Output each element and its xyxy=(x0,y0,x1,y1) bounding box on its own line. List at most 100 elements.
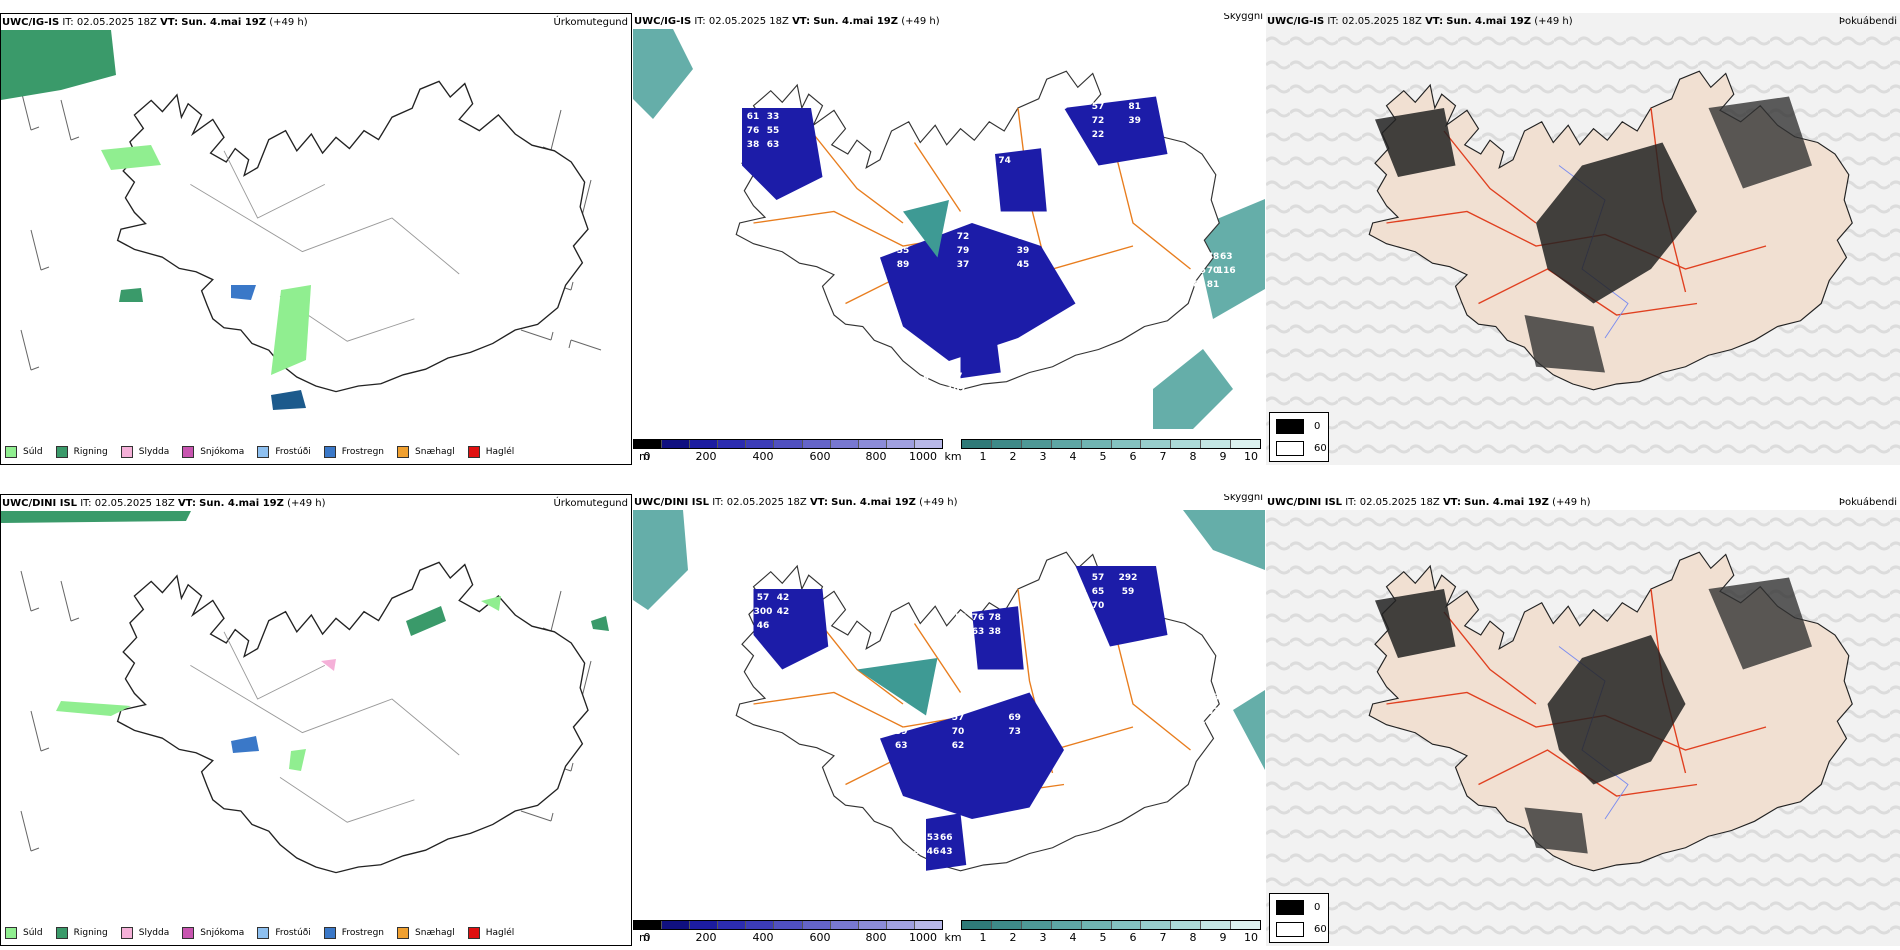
precip-panel-dini: UWC/DINI ISL IT: 02.05.2025 18Z VT: Sun.… xyxy=(0,494,632,946)
ceiling-value-label: 55 xyxy=(767,126,780,136)
ceiling-value-label: 66 xyxy=(940,833,953,843)
colorbar-tick: 200 xyxy=(695,450,717,463)
ceiling-value-label: 79 xyxy=(957,246,970,256)
ceiling-value-label: 53 xyxy=(1062,587,1075,597)
visibility-colorbar: km 1 2 3 4 5 6 7 8 9 10 xyxy=(944,920,1261,944)
colorbar-tick: 1 xyxy=(979,931,987,944)
ceiling-value-label: 300 xyxy=(754,607,773,617)
panel-title: Þokuábendi xyxy=(1838,16,1897,27)
ceiling-value-label: 68 xyxy=(982,156,995,166)
ceiling-value-label: 84 xyxy=(1193,280,1206,290)
colorbar-unit: km xyxy=(944,450,962,463)
ceiling-value-label: 57 xyxy=(950,372,963,382)
colorbar-tick: 800 xyxy=(865,450,887,463)
panel-title: Úrkomutegund xyxy=(553,17,628,28)
ceiling-value-label: 46 xyxy=(923,372,936,382)
colorbar-tick: 5 xyxy=(1099,931,1107,944)
panel-title: Skyggni xyxy=(1223,13,1263,22)
ceiling-value-label: 45 xyxy=(1017,260,1030,270)
ceiling-value-label: 57 xyxy=(757,593,770,603)
ceiling-value-label: 76 xyxy=(747,126,760,136)
ceiling-value-label: 59 xyxy=(1122,587,1135,597)
legend-item: Súld xyxy=(5,927,43,939)
ceiling-colorbar: m 0 200 400 600 800 1000 xyxy=(633,439,943,463)
ceiling-value-label: 82 xyxy=(737,621,750,631)
fog-legend: 0 60 xyxy=(1269,412,1329,462)
ceiling-value-label: 70 xyxy=(1207,266,1220,276)
legend-item: Snjókoma xyxy=(182,927,244,939)
ceiling-value-label: 36 xyxy=(937,400,950,410)
ceiling-value-label: 74 xyxy=(1220,693,1233,703)
colorbar-tick: 0 xyxy=(643,450,651,463)
fog-legend-value: 0 xyxy=(1314,421,1321,432)
colorbar-unit: m xyxy=(639,450,650,463)
legend-item: Snæhagl xyxy=(397,927,455,939)
ceiling-value-label: 51 xyxy=(955,613,968,623)
precip-map xyxy=(1,30,602,410)
colorbar-tick: 600 xyxy=(809,931,831,944)
ceiling-value-label: 50 xyxy=(727,126,740,136)
ceiling-map: 65 53 78 51 88 76 57 57 57 76 53 39 42 69 292 78 66 74 52 5… xyxy=(633,510,1265,872)
ceiling-value-label: 77 xyxy=(982,142,995,152)
panel-header: UWC/IG-IS IT: 02.05.2025 18Z VT: Sun. 4.… xyxy=(1267,16,1573,27)
colorbar-swatches xyxy=(961,439,1261,449)
ceiling-value-label: 81 xyxy=(1128,102,1141,112)
legend-item: Haglél xyxy=(467,927,514,939)
ceiling-value-label: 49 xyxy=(923,386,936,396)
ceiling-colorbar: m 0 200 400 600 800 1000 xyxy=(633,920,943,944)
ceiling-value-label: 89 xyxy=(897,260,910,270)
ceiling-value-label: 66 xyxy=(1055,116,1068,126)
ceiling-value-label: 22 xyxy=(1092,130,1105,140)
ceiling-value-label: 45 xyxy=(1193,266,1206,276)
legend-item: Frostúði xyxy=(257,927,311,939)
ceiling-value-label: 81 xyxy=(1207,280,1220,290)
colorbar-tick: 10 xyxy=(1244,931,1258,944)
ceiling-value-label: 292 xyxy=(1119,573,1138,583)
ceiling-value-label: 38 xyxy=(747,140,760,150)
legend-item: Frostregn xyxy=(323,927,384,939)
precip-legend: Súld Rigning Slydda Snjókoma Frostúði Fr… xyxy=(5,927,527,939)
ceiling-value-label: 65 xyxy=(897,232,910,242)
colorbar-tick: 4 xyxy=(1069,931,1077,944)
ceiling-value-label: 73 xyxy=(1008,727,1021,737)
ceiling-value-label: 54 xyxy=(913,861,926,871)
ceiling-value-label: 74 xyxy=(998,156,1011,166)
ceiling-value-label: 63 xyxy=(895,741,908,751)
precip-panel-igis: UWC/IG-IS IT: 02.05.2025 18Z VT: Sun. 4.… xyxy=(0,13,632,465)
fog-map xyxy=(1266,510,1900,946)
precip-legend: Súld Rigning Slydda Snjókoma Frostúði Fr… xyxy=(5,446,527,458)
colorbar-tick: 800 xyxy=(865,931,887,944)
colorbar-tick: 8 xyxy=(1189,450,1197,463)
colorbar-tick: 2 xyxy=(1009,931,1017,944)
ceiling-value-label: 57 xyxy=(1092,102,1105,112)
ceiling-value-label: 76 xyxy=(972,613,985,623)
colorbar-tick: 400 xyxy=(752,931,774,944)
ceiling-value-label: 60 xyxy=(937,386,950,396)
colorbar-swatches xyxy=(633,920,943,930)
ceiling-value-label: 74 xyxy=(937,372,950,382)
legend-item: Slydda xyxy=(120,927,169,939)
ceiling-value-label: 46 xyxy=(757,621,770,631)
fog-panel-igis: UWC/IG-IS IT: 02.05.2025 18Z VT: Sun. 4.… xyxy=(1266,13,1900,465)
colorbar-tick: 200 xyxy=(695,931,717,944)
ceiling-value-label: 88 xyxy=(913,833,926,843)
legend-item: Rigning xyxy=(55,927,108,939)
legend-item: Frostregn xyxy=(323,446,384,458)
ceiling-value-label: 76 xyxy=(1193,693,1206,703)
colorbar-tick: 1000 xyxy=(909,931,937,944)
legend-item: Frostúði xyxy=(257,446,311,458)
ceiling-value-label: 63 xyxy=(767,140,780,150)
ceiling-value-label: 70 xyxy=(952,727,965,737)
fog-legend-value: 60 xyxy=(1314,924,1327,935)
panel-header: UWC/DINI ISL IT: 02.05.2025 18Z VT: Sun.… xyxy=(2,498,326,509)
legend-item: Haglél xyxy=(467,446,514,458)
ceiling-value-label: 25 xyxy=(1193,707,1206,717)
legend-item: Snæhagl xyxy=(397,446,455,458)
ceiling-value-label: 78 xyxy=(988,613,1001,623)
ceiling-value-label: 78 xyxy=(1062,573,1075,583)
panel-header: UWC/DINI ISL IT: 02.05.2025 18Z VT: Sun.… xyxy=(1267,497,1591,508)
colorbar-tick: 4 xyxy=(1069,450,1077,463)
colorbar-tick: 5 xyxy=(1099,450,1107,463)
ceiling-map: 4265437246566172577774783363818457635055… xyxy=(633,29,1265,429)
ceiling-value-label: 102 xyxy=(920,400,939,410)
